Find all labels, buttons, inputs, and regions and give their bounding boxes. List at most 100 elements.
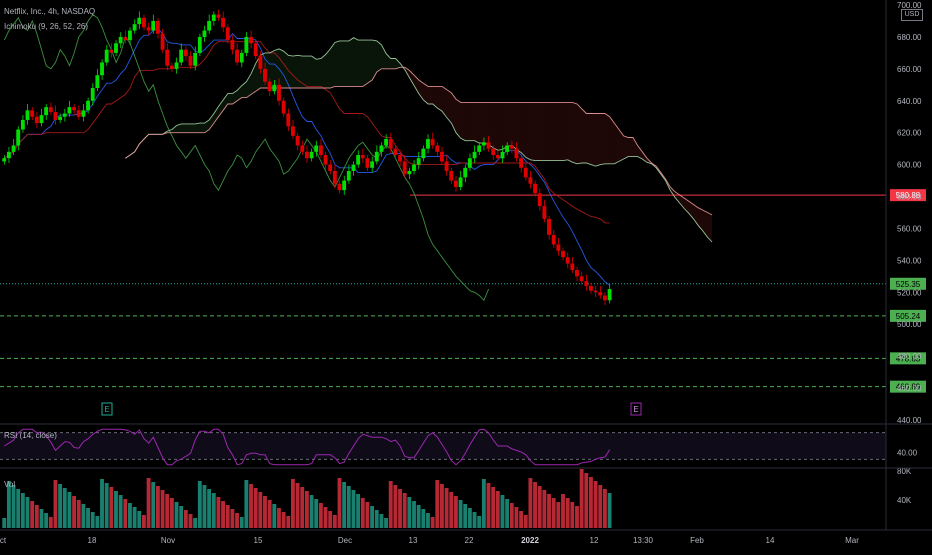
candle-body <box>370 161 375 168</box>
candle-body <box>365 158 370 168</box>
cloud-segment <box>428 86 433 104</box>
volume-bar <box>235 513 239 528</box>
cloud-segment <box>223 93 228 111</box>
candle-body <box>323 155 328 165</box>
candle-body <box>440 151 444 162</box>
cloud-segment <box>311 56 317 88</box>
cloud-segment <box>334 40 340 87</box>
level-badge-label: 460.89 <box>896 383 921 392</box>
cloud-segment <box>614 123 619 164</box>
cloud-segment <box>465 102 470 141</box>
candle-body <box>267 81 272 92</box>
volume-legend[interactable]: Vol <box>4 480 16 489</box>
candle-body <box>384 139 388 146</box>
candle-body <box>151 20 156 31</box>
candle-body <box>453 180 458 187</box>
cloud-segment <box>511 102 517 150</box>
candle-body <box>286 113 291 127</box>
cloud-segment <box>269 50 275 88</box>
volume-tick-label: 40K <box>897 496 912 505</box>
candle-body <box>155 20 160 34</box>
candle-body <box>342 180 347 191</box>
earnings-marker-label: E <box>104 405 109 414</box>
volume-bar <box>249 484 253 528</box>
cloud-segment <box>623 135 629 160</box>
price-tick-label: 560.00 <box>897 224 922 233</box>
volume-bar <box>300 487 305 528</box>
candle-body <box>430 139 435 146</box>
candle-body <box>72 107 77 111</box>
rsi-legend[interactable]: RSI (14, close) <box>4 431 57 440</box>
volume-bar <box>579 469 584 528</box>
candle-body <box>309 151 314 159</box>
level-lines: 580.88 525.35 505.24 478.63 460.89 <box>0 189 926 393</box>
volume-bar <box>44 513 49 528</box>
volume-bar <box>2 518 7 528</box>
cloud-segment <box>493 102 498 151</box>
candle-body <box>2 158 7 162</box>
cloud-segment <box>567 102 573 163</box>
cloud-segment <box>279 48 284 88</box>
cloud-segment <box>302 56 307 88</box>
time-tick-label: Feb <box>690 536 704 545</box>
volume-bar <box>48 517 53 528</box>
earnings-marker-label: E <box>633 405 638 414</box>
volume-bar <box>81 504 86 528</box>
volume-bar <box>416 505 421 528</box>
cloud-segment <box>637 145 643 160</box>
volume-bar <box>379 514 384 528</box>
cloud-segment <box>456 99 461 139</box>
volume-bar <box>221 501 226 528</box>
candle-body <box>197 36 202 53</box>
cloud-segment <box>609 116 615 164</box>
volume-bar <box>128 503 132 528</box>
rsi-line <box>4 428 611 466</box>
volume-pane: 80K 40K <box>2 467 912 528</box>
candle-body <box>412 164 416 171</box>
volume-bar <box>137 511 142 528</box>
volume-bar <box>575 506 579 528</box>
volume-bar <box>607 493 612 528</box>
volume-bar <box>551 498 556 528</box>
candle-body <box>537 193 542 207</box>
time-tick-label: 22 <box>465 536 474 545</box>
cloud-segment <box>288 55 294 88</box>
volume-bar <box>58 484 63 528</box>
volume-bar <box>207 489 212 528</box>
cloud-segment <box>502 102 508 150</box>
candle-body <box>272 84 277 92</box>
volume-bar <box>523 515 528 528</box>
candle-body <box>90 88 95 101</box>
candle-body <box>570 263 575 270</box>
volume-bar <box>412 501 416 528</box>
candle-body <box>481 142 486 146</box>
candle-body <box>561 250 565 258</box>
cloud-segment <box>632 137 638 157</box>
candle-body <box>449 171 454 181</box>
candle-body <box>169 65 174 69</box>
currency-badge[interactable]: USD <box>901 9 923 21</box>
cloud-segment <box>507 102 512 147</box>
cloud-segment <box>251 63 256 95</box>
volume-bar <box>491 487 496 528</box>
candle-body <box>393 148 398 156</box>
volume-bar <box>53 480 58 528</box>
cloud-segment <box>446 89 452 124</box>
candle-body <box>132 24 137 31</box>
volume-bar <box>565 498 570 528</box>
volume-bar <box>155 486 160 528</box>
volume-bar <box>141 515 146 528</box>
cloud-segment <box>483 102 489 145</box>
volume-bar <box>374 510 379 528</box>
cloud-segment <box>698 207 703 231</box>
volume-bar <box>519 511 524 528</box>
symbol-legend[interactable]: Netflix, Inc., 4h, NASDAQ <box>4 7 96 16</box>
volume-bar <box>398 489 402 528</box>
candle-body <box>183 49 188 57</box>
candle-body <box>519 158 524 168</box>
volume-bar <box>547 494 551 528</box>
candle-body <box>388 139 393 149</box>
ichimoku-legend[interactable]: Ichimoku (9, 26, 52, 26) <box>4 22 89 31</box>
